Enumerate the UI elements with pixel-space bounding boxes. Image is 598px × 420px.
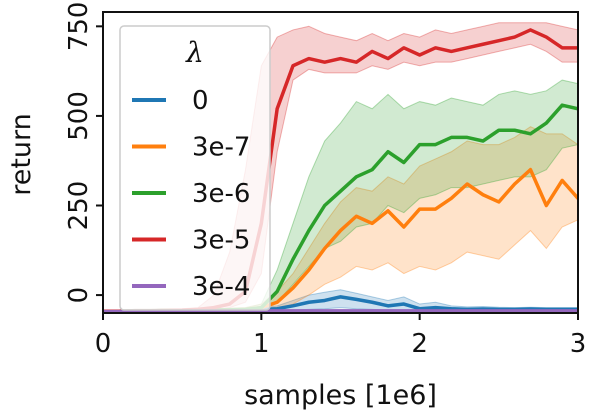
y-tick-label: 0 — [64, 287, 94, 304]
x-tick-label: 2 — [411, 329, 428, 359]
x-axis-ticks: 0 1 2 3 — [95, 313, 587, 359]
y-axis-ticks: 0 250 500 750 — [64, 2, 103, 304]
legend-label: 3e-5 — [192, 226, 250, 256]
y-tick-label: 250 — [64, 181, 94, 231]
x-tick-label: 0 — [95, 329, 112, 359]
x-tick-label: 1 — [253, 329, 270, 359]
y-axis-label: return — [6, 113, 37, 196]
legend-label: 3e-4 — [192, 272, 250, 302]
legend: λ 0 3e-7 3e-6 3e-5 3e-4 — [119, 25, 271, 311]
y-tick-label: 500 — [64, 91, 94, 141]
legend-label: 3e-7 — [192, 133, 250, 163]
legend-items: 0 3e-7 3e-6 3e-5 3e-4 — [132, 86, 250, 302]
legend-label: 0 — [192, 86, 209, 116]
y-tick-label: 750 — [64, 2, 94, 52]
legend-label: 3e-6 — [192, 179, 250, 209]
x-tick-label: 3 — [570, 329, 587, 359]
legend-title: λ — [185, 36, 204, 69]
line-series-4 — [103, 309, 578, 313]
x-axis-label: samples [1e6] — [244, 380, 437, 411]
plot-frame — [102, 11, 579, 314]
